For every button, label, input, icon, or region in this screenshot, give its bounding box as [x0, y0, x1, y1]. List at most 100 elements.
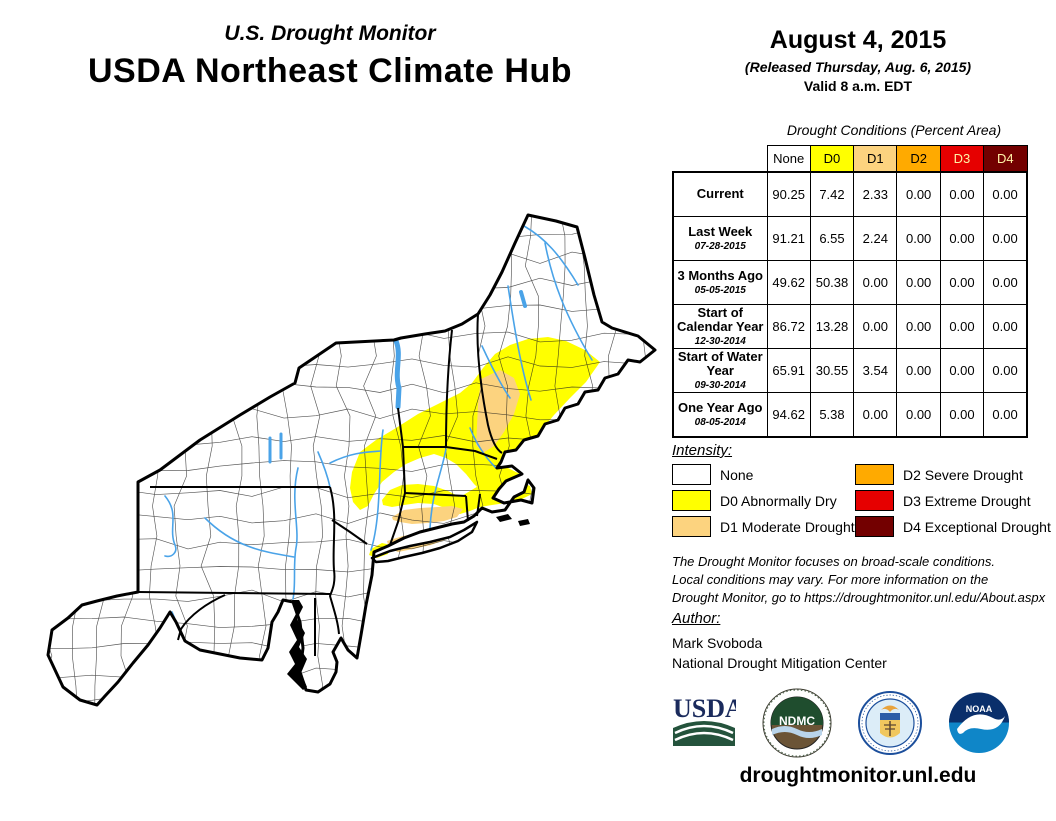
header-empty-cell — [673, 145, 767, 172]
date-block: August 4, 2015 (Released Thursday, Aug. … — [660, 26, 1056, 94]
legend-label: D3 Extreme Drought — [903, 492, 1031, 509]
row-label: Current — [672, 171, 768, 217]
released-date: (Released Thursday, Aug. 6, 2015) — [744, 59, 972, 75]
value-cell: 0.00 — [896, 348, 941, 393]
row-label-text: One Year Ago — [677, 399, 763, 415]
author-block: Author: Mark Svoboda National Drought Mi… — [672, 610, 1052, 671]
row-label-text: Last Week — [688, 223, 753, 239]
commerce-seal-logo — [858, 691, 922, 755]
logo-row: USDA NDMC NOAA — [672, 686, 1052, 760]
legend-swatch-d4 — [855, 516, 894, 537]
legend-swatch-d0 — [672, 490, 711, 511]
legend-item-d1: D1 Moderate Drought — [672, 516, 855, 537]
map-date: August 4, 2015 — [769, 26, 947, 54]
legend-label: D1 Moderate Drought — [720, 518, 855, 535]
chesapeake-bay — [287, 514, 530, 690]
row-date: 09-30-2014 — [694, 380, 746, 392]
row-label: Start of Calendar Year 12-30-2014 — [672, 304, 768, 349]
legend-label: D0 Abnormally Dry — [720, 492, 837, 509]
value-cell: 6.55 — [809, 216, 855, 261]
marthas-vineyard-island — [496, 514, 512, 522]
value-cell: 0.00 — [896, 260, 941, 305]
svg-text:USDA: USDA — [673, 696, 736, 723]
row-label: One Year Ago 08-05-2014 — [672, 392, 768, 438]
nantucket-island — [518, 519, 530, 526]
row-label: 3 Months Ago 05-05-2015 — [672, 260, 768, 305]
value-cell: 49.62 — [766, 260, 811, 305]
legend-item-d2: D2 Severe Drought — [855, 464, 1023, 485]
value-cell: 7.42 — [809, 171, 855, 217]
value-cell: 0.00 — [896, 304, 941, 349]
noaa-logo: NOAA — [949, 692, 1009, 753]
table-row: Start of Calendar Year 12-30-2014 86.72 1… — [672, 304, 1029, 349]
value-cell: 0.00 — [896, 216, 941, 261]
noaa-text: NOAA — [966, 704, 993, 714]
value-cell: 5.38 — [809, 392, 855, 438]
value-cell: 0.00 — [853, 304, 898, 349]
lake-champlain — [393, 338, 402, 410]
drought-d1-overlay-maine — [476, 370, 520, 453]
footer-url: droughtmonitor.unl.edu — [739, 764, 977, 787]
value-cell: 0.00 — [853, 392, 898, 438]
value-cell: 3.54 — [853, 348, 898, 393]
value-cell: 0.00 — [939, 216, 985, 261]
disclaimer-line: Drought Monitor, go to https://droughtmo… — [672, 590, 1046, 606]
right-column: August 4, 2015 (Released Thursday, Aug. … — [660, 0, 1056, 816]
value-cell: 0.00 — [983, 216, 1029, 261]
legend-swatch-d3 — [855, 490, 894, 511]
table-row: Start of Water Year 09-30-2014 65.91 30.5… — [672, 348, 1029, 393]
author-heading: Author: — [672, 610, 721, 627]
legend-swatch-d1 — [672, 516, 711, 537]
table-row: One Year Ago 08-05-2014 94.62 5.38 0.00 0… — [672, 392, 1029, 438]
title-block: U.S. Drought Monitor USDA Northeast Clim… — [0, 22, 660, 91]
disclaimer-line: The Drought Monitor focuses on broad-sca… — [672, 554, 996, 569]
row-date: 05-05-2015 — [694, 285, 746, 297]
value-cell: 91.21 — [766, 216, 811, 261]
row-date: 12-30-2014 — [694, 336, 746, 348]
row-label-text: Start of Calendar Year — [677, 304, 764, 334]
row-date: 08-05-2014 — [694, 417, 746, 429]
value-cell: 50.38 — [809, 260, 855, 305]
drought-d0-overlay — [350, 337, 600, 510]
table-row: 3 Months Ago 05-05-2015 49.62 50.38 0.00 … — [672, 260, 1029, 305]
row-label: Last Week 07-28-2015 — [672, 216, 768, 261]
row-label: Start of Water Year 09-30-2014 — [672, 348, 768, 393]
page-title: USDA Northeast Climate Hub — [87, 52, 573, 90]
value-cell: 0.00 — [983, 392, 1029, 438]
value-cell: 0.00 — [983, 304, 1029, 349]
northeast-drought-map — [46, 213, 657, 707]
legend-title: Intensity: — [672, 442, 733, 459]
legend-label: None — [720, 466, 754, 483]
value-cell: 65.91 — [766, 348, 811, 393]
row-date: 07-28-2015 — [694, 241, 746, 253]
value-cell: 0.00 — [853, 260, 898, 305]
coastline — [46, 213, 657, 707]
header-d2: D2 — [896, 145, 941, 173]
table-title: Drought Conditions (Percent Area) — [786, 122, 1002, 138]
legend-label: D4 Exceptional Drought — [903, 518, 1051, 535]
legend-swatch-none — [672, 464, 711, 485]
table-row: Last Week 07-28-2015 91.21 6.55 2.24 0.00… — [672, 216, 1029, 261]
author-org: National Drought Mitigation Center — [672, 655, 887, 671]
value-cell: 0.00 — [939, 260, 985, 305]
legend-label: D2 Severe Drought — [903, 466, 1023, 483]
table-header-row: None D0 D1 D2 D3 D4 — [673, 145, 1028, 173]
value-cell: 0.00 — [896, 392, 941, 438]
value-cell: 2.33 — [853, 171, 898, 217]
disclaimer-text: The Drought Monitor focuses on broad-sca… — [672, 553, 1054, 608]
value-cell: 13.28 — [809, 304, 855, 349]
value-cell: 0.00 — [939, 304, 985, 349]
row-label-text: Current — [696, 186, 744, 202]
legend-swatch-d2 — [855, 464, 894, 485]
legend-item-d3: D3 Extreme Drought — [855, 490, 1031, 511]
header-d1: D1 — [853, 145, 898, 173]
rivers — [164, 225, 593, 661]
value-cell: 0.00 — [939, 392, 985, 438]
value-cell: 2.24 — [853, 216, 898, 261]
drought-map-svg — [46, 213, 657, 707]
value-cell: 30.55 — [809, 348, 855, 393]
value-cell: 0.00 — [983, 260, 1029, 305]
legend-item-d0: D0 Abnormally Dry — [672, 490, 837, 511]
drought-d0-overlay-south — [382, 480, 532, 514]
intensity-legend: Intensity: None D0 Abnormally Dry D1 Mod… — [672, 442, 1052, 547]
